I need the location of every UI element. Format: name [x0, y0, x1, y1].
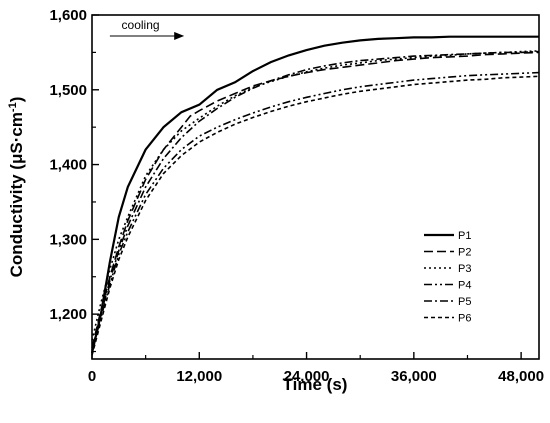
y-axis-title: Conductivity (μS·cm-1): [7, 97, 26, 278]
x-axis-title: Time (s): [283, 375, 348, 394]
y-axis-title-main: Conductivity (: [7, 164, 26, 278]
plot-area-frame: [91, 14, 540, 360]
x-tick-label: 24,000: [284, 368, 330, 385]
legend-label-p3: P3: [458, 263, 471, 275]
legend-label-p5: P5: [458, 296, 471, 308]
legend-label-p6: P6: [458, 313, 471, 325]
y-tick-label: 1,600: [49, 7, 87, 24]
legend-label-p1: P1: [458, 230, 471, 242]
y-axis-title-exponent: -1: [7, 102, 19, 112]
legend-label-p2: P2: [458, 247, 471, 259]
series-layer: [90, 35, 540, 356]
x-tick-label: 12,000: [176, 368, 222, 385]
y-tick-label: 1,500: [49, 82, 87, 99]
series-line-p2: [91, 51, 540, 348]
y-tick-label: 1,400: [49, 157, 87, 174]
series-line-p1: [90, 35, 539, 354]
y-tick-label: 1,200: [49, 306, 87, 323]
x-tick-label: 36,000: [391, 368, 437, 385]
legend-label-p4: P4: [458, 280, 471, 292]
y-tick-label: 1,300: [49, 231, 87, 248]
y-axis-title-unit: S·cm: [7, 112, 26, 154]
series-line-p6: [91, 75, 540, 356]
cooling-annotation: cooling: [109, 18, 185, 40]
x-tick-label: 48,000: [498, 368, 544, 385]
axis-ticks: 0 12,000 24,000 36,000 48,000 1,200 1,300 1,400…: [49, 7, 544, 385]
series-line-p4: [91, 71, 540, 352]
y-axis-title-close: ): [7, 97, 26, 103]
x-tick-label: 0: [88, 368, 96, 385]
series-line-p3: [91, 50, 540, 341]
series-line-p5: [91, 50, 540, 351]
cooling-label: cooling: [122, 18, 160, 32]
legend: P1 P2 P3 P4 P5 P6: [424, 230, 471, 325]
y-axis-title-mu: μ: [7, 154, 26, 164]
